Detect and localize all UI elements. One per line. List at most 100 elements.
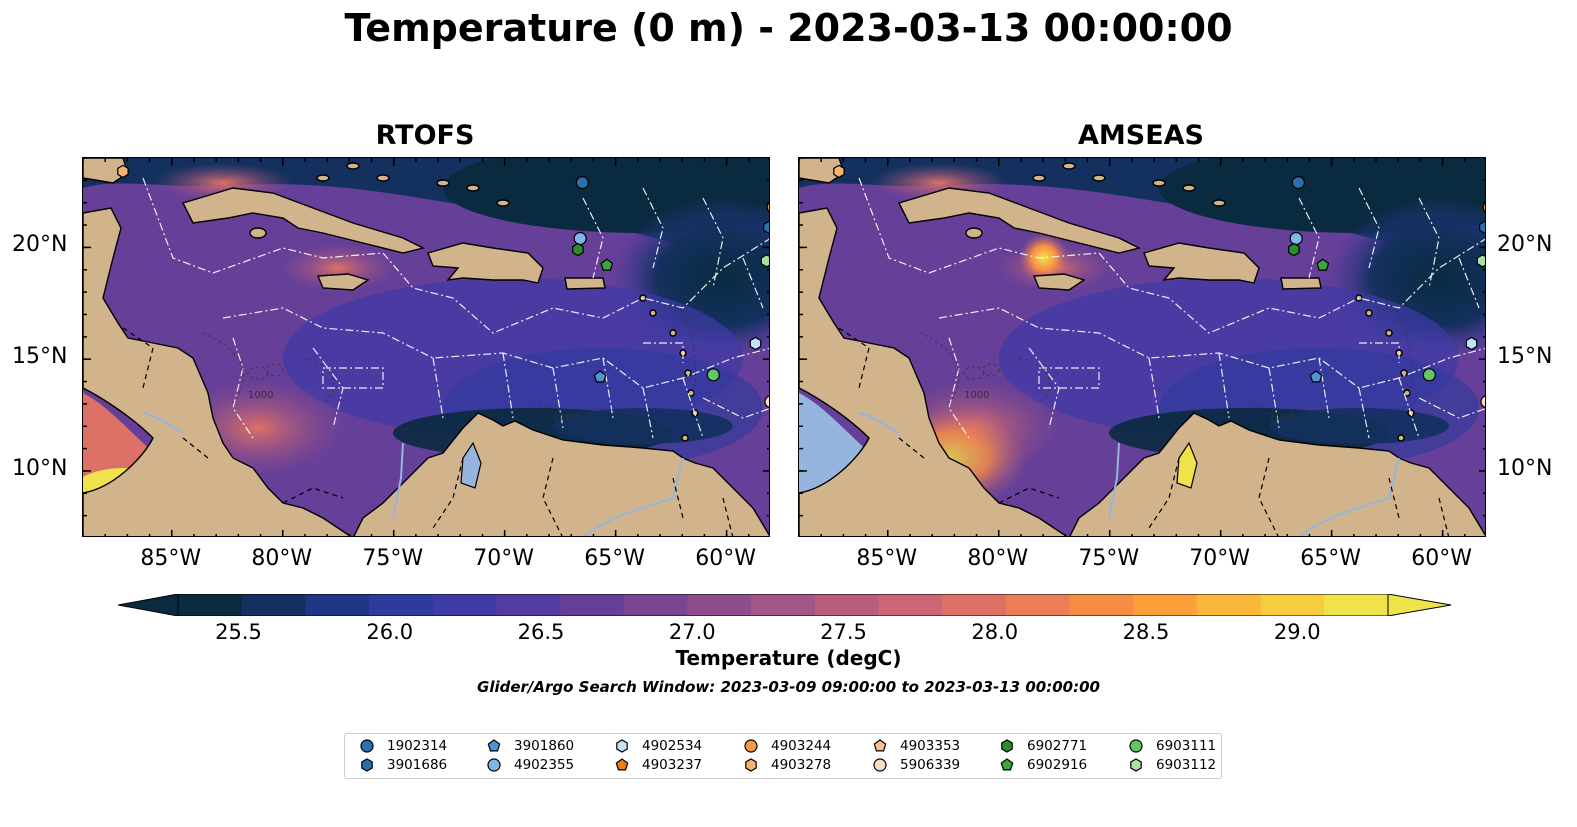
legend-marker — [1130, 758, 1142, 772]
float-marker-4902534 — [1465, 336, 1478, 351]
lat-tick-label-right: 10°N — [1497, 455, 1553, 481]
float-legend: 1902314 3901686 3901860 4902355 4902534 49032… — [344, 733, 1222, 779]
legend-marker — [873, 739, 887, 752]
legend-label: 5906339 — [900, 757, 961, 773]
landmasses — [799, 158, 1485, 536]
colorbar-bin — [1133, 594, 1198, 616]
colorbar-tick-label: 26.5 — [517, 620, 565, 644]
lat-tick-label-left: 15°N — [12, 344, 68, 370]
float-marker-6902771 — [572, 242, 584, 257]
legend-marker — [360, 739, 374, 753]
search-window-subtitle: Glider/Argo Search Window: 2023-03-09 09… — [477, 678, 1100, 696]
float-marker-4903244 — [766, 202, 769, 213]
colorbar-bin — [942, 594, 1007, 616]
contour-label: 1000 — [248, 390, 273, 401]
lat-tick-label-right: 15°N — [1497, 344, 1553, 370]
legend-marker — [1129, 739, 1143, 753]
float-marker-4902355 — [573, 231, 587, 246]
legend-item-4903244: 4903244 — [743, 738, 831, 754]
lon-tick-label: 65°W — [1300, 546, 1362, 571]
legend-label: 4903244 — [771, 738, 832, 754]
hexagon-marker-icon — [616, 739, 628, 753]
legend-item-4903353: 4903353 — [872, 738, 960, 754]
hexagon-marker-icon — [361, 758, 373, 772]
legend-marker — [873, 758, 887, 772]
landmasses — [83, 158, 769, 536]
pentagon-marker-icon — [615, 758, 629, 771]
colorbar-tick-label: 26.0 — [366, 620, 414, 644]
hexagon-marker-icon — [745, 758, 757, 772]
lat-tick-label-left: 10°N — [12, 455, 68, 481]
lon-tick-label: 70°W — [1189, 546, 1251, 571]
legend-marker — [615, 758, 629, 771]
lon-tick-label: 65°W — [584, 546, 646, 571]
legend-label: 6902916 — [1027, 757, 1088, 773]
legend-marker — [1000, 758, 1014, 771]
float-marker-5906339 — [1480, 395, 1485, 408]
lon-tick-label: 60°W — [695, 546, 756, 571]
legend-label: 4902355 — [514, 757, 575, 773]
float-marker-1902314 — [575, 175, 589, 190]
float-marker-5906339 — [764, 395, 769, 408]
hexagon-marker-icon — [1130, 758, 1142, 772]
map-panel-rtofs: 1000 2000 — [82, 157, 770, 537]
float-marker-3901860 — [593, 370, 607, 383]
colorbar-label: Temperature (degC) — [675, 646, 902, 670]
legend-marker — [487, 739, 501, 752]
float-marker-6902916 — [600, 258, 614, 271]
lon-tick-label: 80°W — [967, 546, 1029, 571]
float-marker-4902355 — [1289, 231, 1303, 246]
colorbar-bin — [1260, 594, 1325, 616]
circle-marker-icon — [873, 758, 887, 772]
colorbar-bin — [1005, 594, 1071, 616]
legend-item-5906339: 5906339 — [872, 757, 960, 773]
legend-label: 3901686 — [387, 757, 448, 773]
legend-item-6902771: 6902771 — [999, 738, 1087, 754]
legend-item-4903278: 4903278 — [743, 757, 831, 773]
colorbar-bin — [432, 594, 497, 616]
float-marker-4902534 — [749, 336, 762, 351]
circle-marker-icon — [360, 739, 374, 753]
float-marker-6903111 — [706, 368, 720, 382]
legend-item-4903237: 4903237 — [614, 757, 702, 773]
legend-item-3901860: 3901860 — [486, 738, 574, 754]
colorbar-tick-label: 27.0 — [668, 620, 716, 644]
legend-item-3901686: 3901686 — [359, 757, 447, 773]
float-marker-6903112 — [1476, 254, 1485, 268]
colorbar-bin — [1196, 594, 1262, 616]
legend-label: 1902314 — [387, 738, 448, 754]
legend-item-4902355: 4902355 — [486, 757, 574, 773]
legend-label: 6902771 — [1027, 738, 1088, 754]
lon-tick-label: 80°W — [251, 546, 313, 571]
colorbar-bin — [1324, 594, 1389, 616]
colorbar — [118, 594, 1452, 616]
pentagon-marker-icon — [873, 739, 887, 752]
panel-title-rtofs: RTOFS — [375, 120, 475, 151]
legend-marker — [1001, 739, 1013, 753]
lon-tick-label: 60°W — [1411, 546, 1472, 571]
panel-title-amseas: AMSEAS — [1078, 120, 1204, 151]
colorbar-tick-label: 25.5 — [215, 620, 262, 644]
legend-label: 4903237 — [642, 757, 703, 773]
legend-label: 4903278 — [771, 757, 832, 773]
legend-item-4902534: 4902534 — [614, 738, 702, 754]
lon-tick-label: 75°W — [362, 546, 424, 571]
legend-marker — [616, 739, 628, 753]
float-marker-3901686 — [762, 220, 769, 234]
legend-label: 4903353 — [900, 738, 961, 754]
colorbar-bin — [305, 594, 370, 616]
legend-marker — [487, 758, 501, 772]
float-marker-3901686 — [1478, 220, 1485, 234]
float-marker-6902771 — [1288, 242, 1300, 257]
lon-tick-label: 70°W — [473, 546, 535, 571]
float-marker-6903111 — [1422, 368, 1436, 382]
map-panel-amseas: 1000 2000 — [798, 157, 1486, 537]
eez-boundaries — [858, 177, 1485, 439]
pentagon-marker-icon — [1000, 758, 1014, 771]
colorbar-bin — [369, 594, 434, 616]
colorbar-bin — [241, 594, 306, 616]
contour-label: 2000 — [553, 412, 578, 423]
colorbar-bin — [560, 594, 625, 616]
colorbar-tick-label: 28.5 — [1122, 620, 1170, 644]
legend-item-6903112: 6903112 — [1128, 757, 1216, 773]
